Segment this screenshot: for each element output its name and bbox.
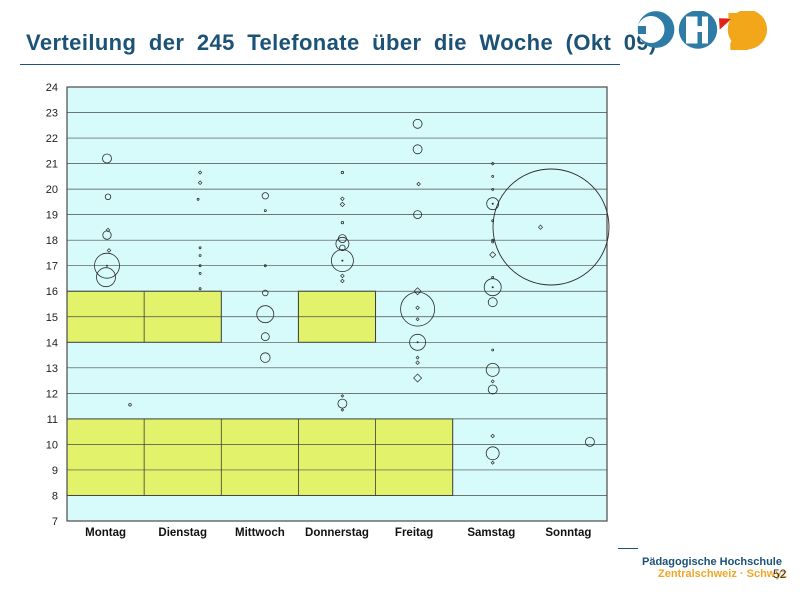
svg-text:Freitag: Freitag xyxy=(395,527,433,539)
svg-text:24: 24 xyxy=(46,82,58,94)
svg-text:7: 7 xyxy=(52,516,58,528)
svg-text:9: 9 xyxy=(52,465,58,477)
svg-text:Sonntag: Sonntag xyxy=(545,527,591,539)
svg-text:17: 17 xyxy=(46,261,58,273)
svg-text:19: 19 xyxy=(46,210,58,222)
svg-text:23: 23 xyxy=(46,108,58,120)
svg-text:22: 22 xyxy=(46,133,58,145)
svg-text:18: 18 xyxy=(46,235,58,247)
svg-text:16: 16 xyxy=(46,286,58,298)
svg-text:Donnerstag: Donnerstag xyxy=(305,527,369,539)
svg-text:21: 21 xyxy=(46,159,58,171)
svg-text:Dienstag: Dienstag xyxy=(158,527,207,539)
svg-text:12: 12 xyxy=(46,388,58,400)
svg-text:14: 14 xyxy=(46,337,58,349)
svg-text:8: 8 xyxy=(52,490,58,502)
svg-text:Montag: Montag xyxy=(85,527,126,539)
svg-text:Samstag: Samstag xyxy=(467,527,515,539)
svg-text:20: 20 xyxy=(46,184,58,196)
svg-text:Mittwoch: Mittwoch xyxy=(235,527,285,539)
svg-text:13: 13 xyxy=(46,363,58,375)
svg-text:11: 11 xyxy=(47,414,58,426)
svg-text:15: 15 xyxy=(46,312,58,324)
svg-text:10: 10 xyxy=(46,439,58,451)
